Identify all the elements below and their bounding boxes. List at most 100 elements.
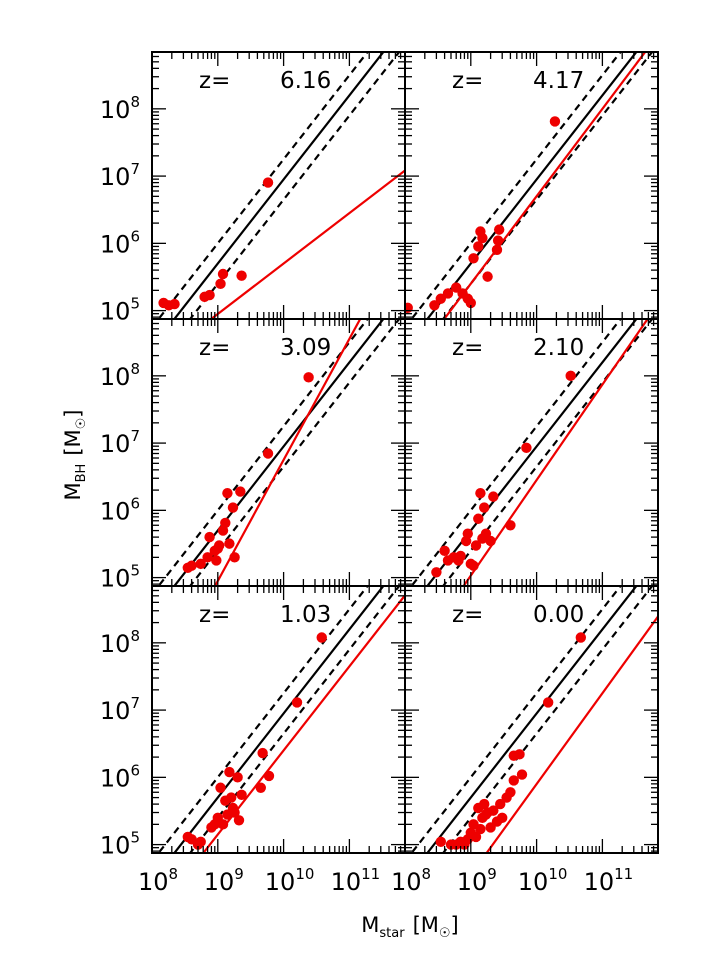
data-point bbox=[473, 513, 484, 524]
panel-z-3.09: z= 3.09 bbox=[151, 318, 406, 587]
y-tick-label: 107 bbox=[100, 160, 140, 191]
tick-base: 10 bbox=[100, 565, 131, 593]
tick-base: 10 bbox=[100, 697, 131, 725]
reference-lower-dashed-line bbox=[188, 52, 401, 319]
panel-ticks bbox=[404, 318, 659, 586]
data-point bbox=[204, 289, 215, 301]
data-point bbox=[211, 555, 222, 566]
data-point bbox=[493, 224, 505, 235]
data-point bbox=[508, 775, 519, 786]
data-point bbox=[215, 782, 226, 793]
plot-area bbox=[410, 319, 654, 586]
data-point bbox=[435, 836, 446, 848]
data-point bbox=[495, 798, 506, 810]
y-axis-sun-symbol: ☉ bbox=[74, 418, 89, 430]
reference-lower-dashed-line bbox=[441, 586, 654, 853]
data-point bbox=[470, 831, 482, 843]
data-point bbox=[222, 487, 233, 499]
data-point bbox=[226, 792, 237, 803]
y-tick-label: 105 bbox=[100, 295, 140, 326]
y-axis-title-sub: BH bbox=[74, 464, 89, 483]
data-point bbox=[455, 550, 466, 562]
data-point bbox=[479, 502, 490, 513]
plot-area bbox=[410, 586, 658, 853]
x-tick-label: 1010 bbox=[265, 865, 315, 896]
tick-exponent: 8 bbox=[130, 360, 140, 378]
panel-z-2.10: z= 2.10 bbox=[404, 318, 659, 587]
panel-grid: z= 6.16 z= 4.17 z= 3.09 z= 2.10 z= 1.03 z= 0.00 bbox=[151, 51, 659, 854]
tick-base: 10 bbox=[391, 868, 422, 896]
tick-base: 10 bbox=[518, 868, 549, 896]
y-tick-label: 108 bbox=[100, 93, 140, 124]
plot-area bbox=[405, 52, 654, 319]
fit-line bbox=[462, 319, 649, 586]
tick-exponent: 7 bbox=[130, 427, 140, 445]
redshift-label: z= 3.09 bbox=[199, 335, 331, 361]
data-point bbox=[521, 442, 532, 454]
data-point bbox=[236, 789, 247, 801]
tick-base: 10 bbox=[100, 96, 131, 124]
data-point bbox=[233, 815, 245, 826]
tick-base: 10 bbox=[100, 630, 131, 658]
redshift-label: z= 4.17 bbox=[452, 68, 584, 94]
plot-area bbox=[157, 52, 405, 319]
data-point bbox=[224, 766, 235, 778]
y-axis-title-unit: [M bbox=[61, 429, 85, 455]
tick-exponent: 7 bbox=[130, 160, 140, 178]
redshift-label: z= 2.10 bbox=[452, 335, 584, 361]
redshift-label: z= 6.16 bbox=[199, 68, 331, 94]
data-point bbox=[473, 241, 484, 252]
tick-base: 10 bbox=[100, 230, 131, 258]
y-tick-label: 105 bbox=[100, 829, 140, 860]
panel-frame bbox=[404, 585, 659, 854]
redshift-value: 2.10 bbox=[533, 335, 584, 361]
data-point bbox=[575, 632, 587, 643]
reference-upper-dashed-line bbox=[410, 319, 622, 586]
data-point bbox=[291, 697, 303, 708]
data-point bbox=[303, 372, 314, 383]
x-axis-sun-symbol: ☉ bbox=[439, 926, 451, 941]
redshift-label: z= 0.00 bbox=[452, 602, 584, 628]
x-tick-label: 109 bbox=[457, 865, 497, 896]
tick-exponent: 11 bbox=[361, 865, 380, 883]
data-point bbox=[262, 177, 274, 188]
redshift-value: 1.03 bbox=[280, 602, 331, 628]
reference-upper-dashed-line bbox=[410, 52, 622, 319]
tick-base: 10 bbox=[457, 868, 488, 896]
fit-line bbox=[201, 594, 405, 853]
x-axis-title-sub: star bbox=[379, 926, 405, 941]
tick-base: 10 bbox=[331, 868, 362, 896]
y-tick-label: 106 bbox=[100, 761, 140, 792]
panel-ticks bbox=[404, 585, 659, 853]
tick-exponent: 7 bbox=[130, 694, 140, 712]
x-tick-label: 108 bbox=[138, 865, 178, 896]
x-tick-label: 1011 bbox=[331, 865, 381, 896]
x-tick-label: 108 bbox=[391, 865, 431, 896]
tick-exponent: 11 bbox=[614, 865, 633, 883]
data-point bbox=[488, 805, 499, 816]
data-point bbox=[470, 540, 482, 551]
reference-relation-line bbox=[172, 586, 385, 853]
reference-lower-dashed-line bbox=[188, 319, 401, 586]
y-tick-label: 106 bbox=[100, 494, 140, 525]
reference-upper-dashed-line bbox=[157, 586, 369, 853]
tick-exponent: 5 bbox=[130, 562, 140, 580]
data-point bbox=[475, 823, 486, 835]
data-point bbox=[485, 535, 496, 547]
plot-area bbox=[157, 586, 405, 853]
data-point bbox=[516, 769, 528, 780]
tick-exponent: 5 bbox=[130, 829, 140, 847]
data-point bbox=[213, 540, 225, 551]
panel-z-1.03: z= 1.03 bbox=[151, 585, 406, 854]
panel-z-0.00: z= 0.00 bbox=[404, 585, 659, 854]
tick-exponent: 6 bbox=[130, 761, 140, 779]
data-point bbox=[468, 253, 479, 264]
y-tick-label: 105 bbox=[100, 562, 140, 593]
x-axis-title: Mstar [M☉] bbox=[361, 913, 458, 941]
y-axis-title: MBH [M☉] bbox=[61, 410, 89, 501]
tick-base: 10 bbox=[100, 832, 131, 860]
tick-base: 10 bbox=[100, 764, 131, 792]
tick-exponent: 9 bbox=[234, 865, 244, 883]
data-point bbox=[236, 270, 247, 281]
